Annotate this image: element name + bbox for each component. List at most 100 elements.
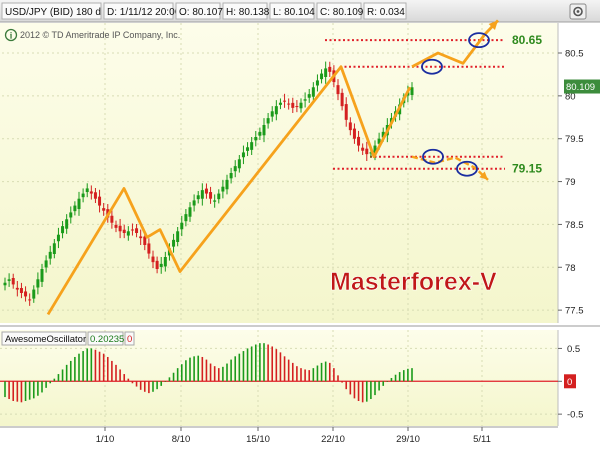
candle-body (147, 243, 151, 254)
ellipse-markers (421, 32, 490, 177)
candle-body (36, 279, 40, 288)
last-price-value: 80.109 (566, 82, 595, 93)
time-tick-label-1: 8/10 (172, 434, 191, 445)
candle-body (69, 212, 73, 218)
header-low: L: 80.104 (273, 7, 315, 18)
ellipse-marker-2 (422, 148, 444, 165)
time-tick-label-5: 5/11 (473, 434, 491, 445)
price-axis (558, 23, 600, 323)
candle-body (291, 102, 295, 108)
candle-body (15, 287, 19, 290)
candle-body (56, 234, 60, 242)
settings-gear-icon[interactable] (569, 3, 587, 20)
candle-body (262, 125, 266, 136)
candle-body (213, 200, 217, 202)
candle-body (315, 80, 319, 86)
candle-body (283, 100, 287, 102)
price-axis-ticks: 77.5 78 78.5 79 79.5 80 80.5 (558, 49, 584, 317)
candle-body (237, 159, 241, 169)
candle-body (295, 106, 299, 108)
candle-body (204, 188, 208, 194)
candle-body (258, 131, 262, 136)
candle-body (163, 257, 167, 267)
candle-body (250, 142, 254, 150)
candle-body (11, 278, 15, 285)
candle-body (32, 289, 36, 299)
copyright-text: 2012 © TD Ameritrade IP Company, Inc. (20, 30, 180, 40)
zigzag-line (46, 65, 412, 316)
level-label-high: 80.65 (512, 33, 542, 47)
osc-tick-label-2: -0.5 (567, 410, 583, 421)
candle-body (287, 103, 291, 105)
candle-body (373, 145, 377, 155)
candle-body (98, 196, 102, 206)
candle-body (139, 236, 143, 239)
candle-body (221, 186, 225, 192)
candle-body (225, 179, 229, 190)
candle-body (340, 92, 344, 107)
candle-body (118, 225, 122, 232)
candle-body (61, 226, 65, 234)
candle-body (52, 243, 56, 254)
candle-body (233, 166, 237, 172)
header-date: D: 1/11/12 20:00 (107, 7, 181, 18)
candle-body (44, 260, 48, 268)
candle-body (200, 190, 204, 199)
price-panel (0, 23, 558, 323)
candle-body (3, 282, 7, 286)
candle-body (135, 228, 139, 233)
candle-body (151, 256, 155, 263)
candle-body (180, 222, 184, 230)
price-tick-label-2: 78.5 (565, 220, 584, 231)
candle-body (19, 288, 23, 293)
candle-body (246, 147, 250, 151)
oscillator-zero-tag: 0 (564, 374, 576, 389)
forecast-paths (411, 19, 500, 181)
candle-body (188, 207, 192, 217)
candle-body (320, 73, 324, 80)
last-price-tag: 80.109 (564, 79, 600, 94)
time-tick-label-3: 22/10 (321, 434, 345, 445)
candle-body (81, 193, 85, 198)
candle-body (28, 299, 32, 301)
candle-body (48, 251, 52, 259)
level-label-low: 79.15 (512, 162, 542, 176)
candle-body (241, 152, 245, 158)
candle-body (155, 260, 159, 269)
candle-body (159, 263, 163, 267)
candle-body (102, 208, 106, 211)
candle-body (176, 231, 180, 242)
forecast-up-path (411, 19, 500, 68)
oscillator-bars (4, 343, 413, 403)
candle-body (85, 188, 89, 193)
candle-body (40, 269, 44, 282)
candle-body (270, 111, 274, 117)
candle-body (143, 236, 147, 245)
forecast-down-path (411, 155, 489, 181)
candle-body (348, 122, 352, 131)
candle-body (311, 87, 315, 97)
oscillator-panel (0, 330, 558, 426)
candle-body (89, 191, 93, 194)
time-tick-label-4: 29/10 (396, 434, 420, 445)
candle-body (361, 147, 365, 151)
candle-body (274, 106, 278, 115)
candle-body (126, 231, 130, 236)
candle-body (24, 291, 28, 297)
candle-body (110, 215, 114, 223)
candle-body (266, 118, 270, 124)
price-tick-label-6: 80.5 (565, 49, 584, 60)
candle-body (7, 279, 11, 281)
candle-body (184, 214, 188, 222)
price-tick-label-1: 78 (565, 263, 576, 274)
price-tick-label-0: 77.5 (565, 306, 584, 317)
info-icon: i (4, 28, 18, 42)
candle-body (365, 148, 369, 155)
time-axis-ticks: 1/10 8/10 15/10 22/10 29/10 5/11 (96, 427, 491, 445)
osc-tick-label-0: 0.5 (567, 344, 580, 355)
price-tick-label-4: 79.5 (565, 134, 584, 145)
candle-body (196, 195, 200, 200)
oscillator-name: AwesomeOscillator (5, 334, 86, 345)
